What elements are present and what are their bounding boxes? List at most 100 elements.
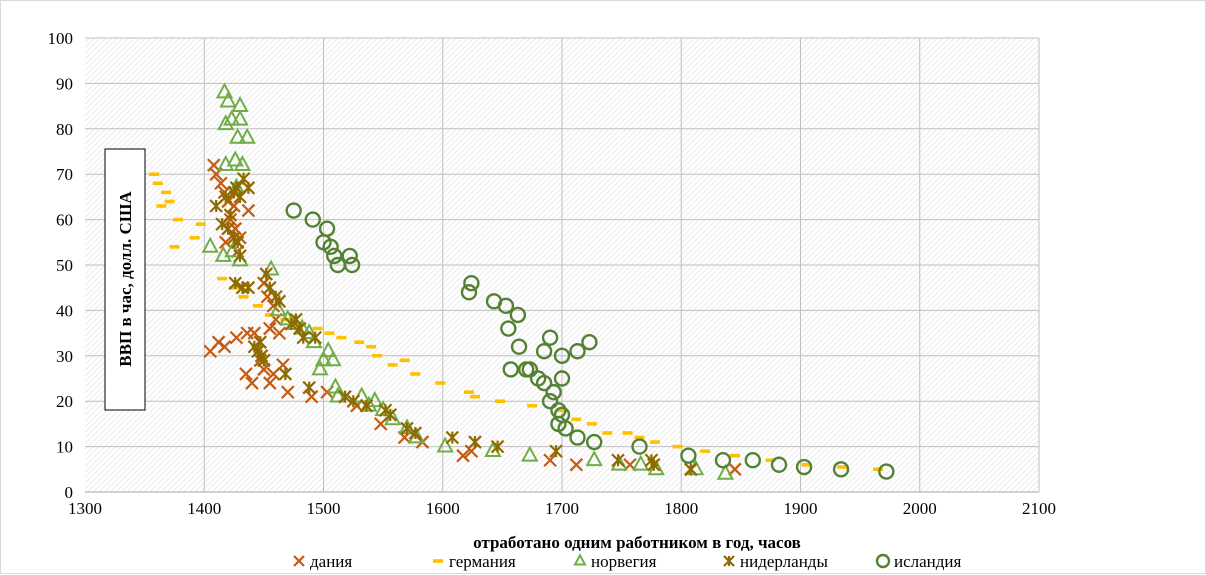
legend-label: норвегия xyxy=(591,552,657,571)
data-point xyxy=(557,420,574,437)
y-tick-label: 70 xyxy=(56,165,73,184)
legend-label: исландия xyxy=(894,552,962,571)
data-point xyxy=(169,245,180,249)
legend: дания германия норвегия нидерланды исландия xyxy=(293,552,962,571)
y-tick-label: 0 xyxy=(65,483,74,502)
data-point xyxy=(229,330,244,345)
data-point xyxy=(494,399,505,403)
data-point xyxy=(217,114,235,131)
data-point xyxy=(252,304,263,308)
data-point xyxy=(214,176,228,191)
x-tick-label: 2100 xyxy=(1022,499,1056,518)
data-point xyxy=(300,322,318,339)
data-point xyxy=(257,353,271,368)
data-point xyxy=(410,372,421,376)
data-point xyxy=(770,456,788,473)
data-point xyxy=(223,208,238,222)
data-point xyxy=(338,389,352,404)
data-point xyxy=(383,408,398,422)
data-point xyxy=(569,429,586,446)
data-point xyxy=(241,280,256,295)
data-point xyxy=(217,276,228,281)
data-point xyxy=(716,463,735,480)
data-point xyxy=(765,458,776,463)
data-point xyxy=(253,335,268,349)
data-point xyxy=(164,199,175,204)
data-point xyxy=(399,358,410,363)
legend-marker xyxy=(573,553,587,566)
data-point xyxy=(296,330,311,345)
data-point xyxy=(230,235,245,250)
y-tick-label: 90 xyxy=(56,74,73,93)
data-point xyxy=(359,398,374,413)
data-point xyxy=(585,433,603,451)
data-point xyxy=(541,393,559,410)
data-point xyxy=(647,459,665,476)
data-point xyxy=(680,447,697,464)
x-tick-label: 1900 xyxy=(784,499,818,518)
data-point xyxy=(729,453,740,458)
y-axis-title-box: ВВП в час, долл. США xyxy=(104,148,146,411)
data-point xyxy=(262,259,280,276)
data-point xyxy=(247,326,262,340)
legend-marker xyxy=(433,559,443,563)
data-point xyxy=(241,203,256,218)
data-point xyxy=(279,309,297,326)
x-tick-label: 1600 xyxy=(426,499,460,518)
data-point xyxy=(634,435,645,440)
data-point xyxy=(314,350,333,367)
data-point xyxy=(195,222,206,226)
data-point xyxy=(346,394,361,408)
data-series xyxy=(149,82,895,480)
data-point xyxy=(535,343,553,360)
data-point xyxy=(233,154,252,172)
legend-marker xyxy=(875,553,891,569)
data-point xyxy=(714,452,732,469)
data-point xyxy=(326,377,345,394)
x-tick-label: 1700 xyxy=(545,499,579,518)
data-point xyxy=(215,82,234,99)
data-point xyxy=(372,354,383,358)
data-point xyxy=(235,280,250,295)
data-point xyxy=(217,339,232,354)
data-point xyxy=(795,458,813,476)
data-point xyxy=(400,421,414,436)
data-point xyxy=(312,326,323,331)
data-point xyxy=(324,331,335,335)
data-point xyxy=(264,313,275,317)
data-point xyxy=(581,333,598,351)
data-point xyxy=(189,235,200,240)
series-2 xyxy=(149,172,884,472)
data-point xyxy=(490,439,505,454)
data-point xyxy=(832,461,850,478)
data-point xyxy=(684,462,698,477)
data-point xyxy=(435,381,446,385)
data-point xyxy=(484,440,502,458)
data-point xyxy=(239,367,253,381)
data-point xyxy=(463,390,474,394)
data-point xyxy=(837,465,848,469)
data-point xyxy=(728,462,742,477)
data-point xyxy=(336,335,347,340)
data-point xyxy=(223,109,241,126)
data-point xyxy=(744,452,761,469)
data-point xyxy=(285,202,302,219)
data-point xyxy=(259,267,274,281)
data-point xyxy=(456,448,470,463)
data-point xyxy=(302,380,316,395)
series-4 xyxy=(209,171,698,477)
data-point xyxy=(509,306,527,324)
data-point xyxy=(218,190,233,204)
data-point xyxy=(469,394,480,399)
data-point xyxy=(238,294,249,299)
data-point xyxy=(622,431,633,435)
x-tick-label: 1500 xyxy=(307,499,341,518)
data-point xyxy=(219,91,237,108)
data-point xyxy=(272,294,287,309)
data-point xyxy=(263,321,277,336)
data-point xyxy=(341,247,358,265)
legend-item: нидерланды xyxy=(723,552,828,571)
legend-label: нидерланды xyxy=(740,552,828,571)
legend-marker xyxy=(293,555,305,567)
